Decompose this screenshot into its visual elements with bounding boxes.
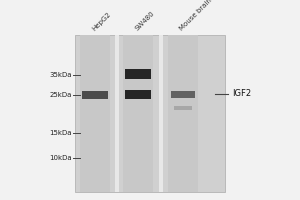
Bar [125,90,151,98]
Bar [174,106,192,110]
Text: 35kDa: 35kDa [50,72,72,78]
Text: 15kDa: 15kDa [50,130,72,136]
Text: 25kDa: 25kDa [50,92,72,98]
Text: IGF2: IGF2 [232,90,251,98]
Bar [75,35,225,192]
Bar [123,35,153,192]
Bar [171,90,195,98]
Bar [125,69,151,79]
Text: 10kDa: 10kDa [50,155,72,161]
Bar [158,35,163,192]
Text: HepG2: HepG2 [91,11,112,32]
Bar [80,35,110,192]
Bar [82,91,108,99]
Bar [168,35,198,192]
Text: Mouse brain: Mouse brain [179,0,213,32]
Text: SW480: SW480 [134,10,155,32]
Bar [115,35,119,192]
